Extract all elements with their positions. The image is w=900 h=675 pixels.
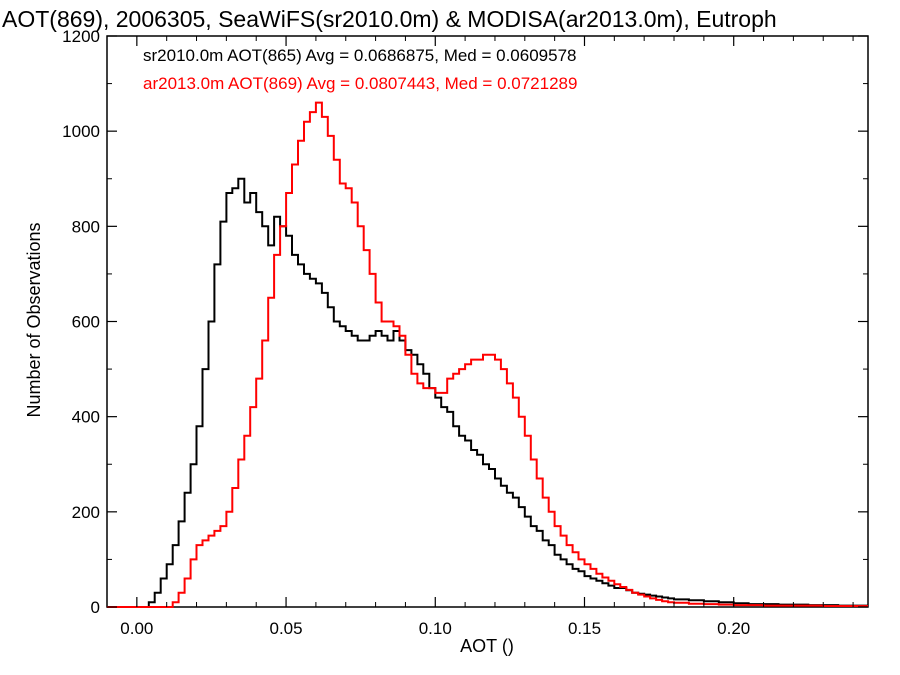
series-line-0 [107, 177, 868, 608]
y-tick-label: 1000 [62, 122, 100, 141]
y-axis-label: Number of Observations [24, 222, 44, 417]
y-tick-label: 600 [72, 313, 100, 332]
y-tick-label: 200 [72, 503, 100, 522]
y-tick-label: 1200 [62, 27, 100, 46]
y-tick-label: 0 [91, 598, 100, 617]
x-tick-label: 0.15 [568, 619, 601, 638]
x-tick-label: 0.20 [717, 619, 750, 638]
x-tick-label: 0.10 [419, 619, 452, 638]
x-axis-label: AOT () [460, 636, 514, 656]
x-axis-ticks: 0.00 0.05 0.10 0.15 0.20 [120, 36, 854, 638]
legend-entry-black: sr2010.0m AOT(865) Avg = 0.0686875, Med … [143, 46, 577, 65]
plot-frame [106, 35, 869, 608]
plot-area: 0.00 0.05 0.10 0.15 0.20 0 200 400 600 800 1000 12… [62, 27, 869, 638]
x-tick-label: 0.00 [120, 619, 153, 638]
legend-entry-red: ar2013.0m AOT(869) Avg = 0.0807443, Med … [143, 74, 577, 93]
y-axis-ticks: 0 200 400 600 800 1000 1200 [62, 27, 868, 617]
series-layer [107, 101, 868, 608]
y-tick-label: 400 [72, 408, 100, 427]
chart-title: AOT(869), 2006305, SeaWiFS(sr2010.0m) & … [2, 6, 777, 32]
series-line-1 [107, 101, 868, 608]
y-tick-label: 800 [72, 217, 100, 236]
x-tick-label: 0.05 [270, 619, 303, 638]
